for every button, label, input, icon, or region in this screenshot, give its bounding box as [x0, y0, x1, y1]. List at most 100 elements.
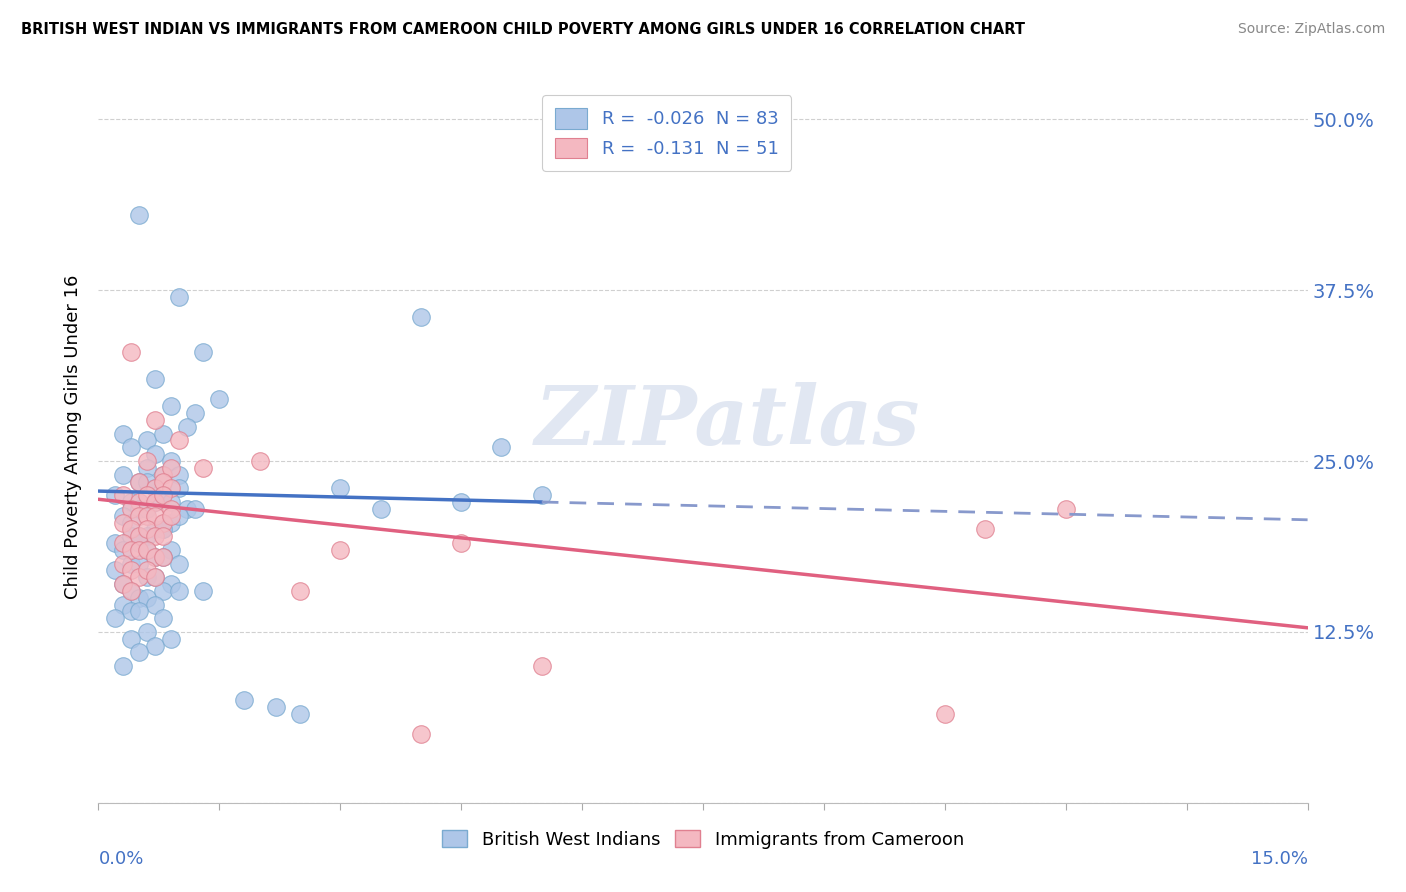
Point: [135, 570, 157, 584]
Point: [120, 529, 142, 543]
Point: [160, 454, 183, 468]
Point: [167, 467, 190, 482]
Point: [160, 460, 183, 475]
Point: [264, 700, 287, 714]
Point: [120, 440, 142, 454]
Point: [160, 577, 183, 591]
Point: [152, 611, 174, 625]
Point: [128, 501, 150, 516]
Point: [120, 563, 142, 577]
Point: [103, 488, 125, 502]
Point: [370, 501, 392, 516]
Point: [135, 508, 157, 523]
Point: [143, 549, 166, 564]
Point: [135, 460, 157, 475]
Point: [111, 536, 134, 550]
Point: [1054, 501, 1077, 516]
Point: [143, 549, 166, 564]
Point: [135, 522, 157, 536]
Point: [167, 508, 190, 523]
Point: [120, 501, 142, 516]
Legend: British West Indians, Immigrants from Cameroon: British West Indians, Immigrants from Ca…: [434, 823, 972, 856]
Point: [152, 467, 174, 482]
Point: [143, 598, 166, 612]
Point: [152, 426, 174, 441]
Point: [135, 529, 157, 543]
Point: [111, 557, 134, 571]
Text: 0.0%: 0.0%: [98, 850, 143, 868]
Text: 15.0%: 15.0%: [1250, 850, 1308, 868]
Point: [120, 632, 142, 646]
Point: [143, 447, 166, 461]
Point: [120, 557, 142, 571]
Point: [143, 495, 166, 509]
Point: [249, 454, 271, 468]
Point: [128, 508, 150, 523]
Point: [491, 440, 513, 454]
Point: [111, 516, 134, 530]
Point: [128, 475, 150, 489]
Point: [128, 645, 150, 659]
Point: [934, 706, 956, 721]
Point: [167, 583, 190, 598]
Point: [128, 536, 150, 550]
Point: [128, 604, 150, 618]
Point: [409, 310, 432, 325]
Point: [160, 508, 183, 523]
Point: [143, 570, 166, 584]
Text: BRITISH WEST INDIAN VS IMMIGRANTS FROM CAMEROON CHILD POVERTY AMONG GIRLS UNDER : BRITISH WEST INDIAN VS IMMIGRANTS FROM C…: [21, 22, 1025, 37]
Point: [111, 598, 134, 612]
Point: [128, 529, 150, 543]
Point: [160, 632, 183, 646]
Point: [152, 475, 174, 489]
Point: [111, 508, 134, 523]
Point: [143, 413, 166, 427]
Point: [120, 583, 142, 598]
Point: [167, 290, 190, 304]
Point: [120, 604, 142, 618]
Point: [143, 481, 166, 495]
Point: [128, 529, 150, 543]
Point: [152, 467, 174, 482]
Point: [120, 495, 142, 509]
Point: [128, 495, 150, 509]
Point: [128, 557, 150, 571]
Point: [135, 454, 157, 468]
Point: [152, 522, 174, 536]
Point: [450, 536, 472, 550]
Point: [120, 344, 142, 359]
Point: [128, 475, 150, 489]
Point: [409, 727, 432, 741]
Point: [176, 501, 198, 516]
Text: ZIPatlas: ZIPatlas: [534, 383, 920, 462]
Point: [160, 501, 183, 516]
Point: [152, 529, 174, 543]
Point: [128, 542, 150, 557]
Point: [530, 488, 553, 502]
Point: [111, 659, 134, 673]
Point: [208, 392, 231, 407]
Point: [135, 542, 157, 557]
Point: [111, 577, 134, 591]
Point: [120, 522, 142, 536]
Point: [103, 536, 125, 550]
Point: [143, 522, 166, 536]
Point: [128, 591, 150, 605]
Point: [135, 591, 157, 605]
Point: [193, 344, 215, 359]
Point: [103, 563, 125, 577]
Point: [143, 372, 166, 386]
Point: [152, 488, 174, 502]
Point: [120, 542, 142, 557]
Point: [111, 577, 134, 591]
Y-axis label: Child Poverty Among Girls Under 16: Child Poverty Among Girls Under 16: [63, 275, 82, 599]
Point: [160, 481, 183, 495]
Point: [288, 706, 311, 721]
Point: [167, 557, 190, 571]
Point: [135, 624, 157, 639]
Point: [167, 434, 190, 448]
Point: [152, 549, 174, 564]
Point: [152, 488, 174, 502]
Point: [135, 434, 157, 448]
Point: [111, 542, 134, 557]
